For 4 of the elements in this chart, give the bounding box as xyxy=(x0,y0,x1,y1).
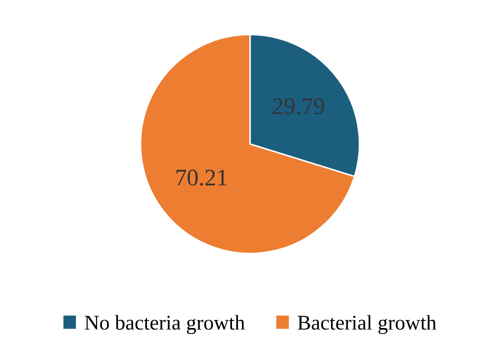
data-label: 29.79 xyxy=(272,98,324,114)
legend-label: Bacterial growth xyxy=(298,315,436,334)
legend-label: No bacteria growth xyxy=(84,315,245,334)
data-label: 70.21 xyxy=(176,170,227,186)
